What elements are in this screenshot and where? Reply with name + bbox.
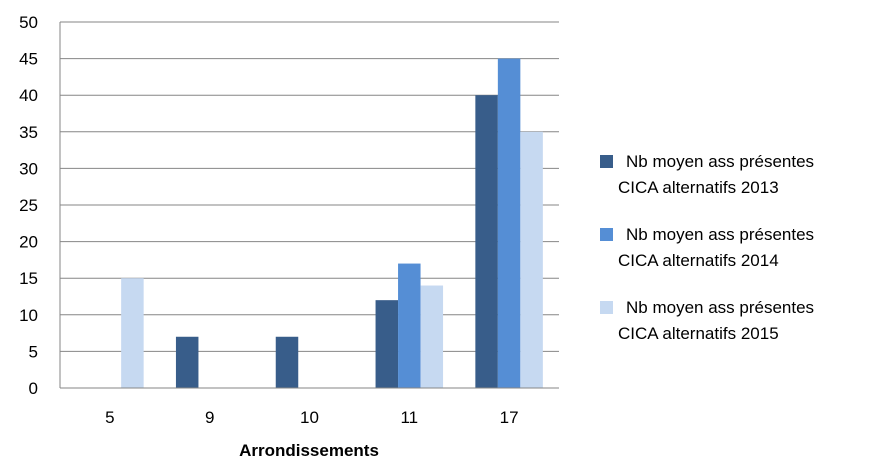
y-tick-label: 40 <box>19 86 38 105</box>
y-tick-label: 30 <box>19 159 38 178</box>
x-tick-label: 11 <box>400 408 418 427</box>
bar <box>275 336 299 388</box>
y-tick-label: 25 <box>19 196 38 215</box>
bar <box>175 336 199 388</box>
legend-label: Nb moyen ass présentes <box>626 152 814 171</box>
y-tick-label: 20 <box>19 233 38 252</box>
bar <box>420 285 444 388</box>
bar <box>121 278 144 388</box>
bar <box>375 300 399 388</box>
legend-label: CICA alternatifs 2014 <box>618 251 779 270</box>
legend-label: CICA alternatifs 2013 <box>618 178 779 197</box>
x-tick-label: 5 <box>105 408 114 427</box>
x-axis-title: Arrondissements <box>239 441 379 460</box>
y-tick-labels: 0 5 10 15 20 25 30 35 40 45 50 <box>19 13 38 398</box>
y-tick-label: 0 <box>29 379 38 398</box>
y-tick-label: 10 <box>19 306 38 325</box>
legend-swatch <box>600 228 613 241</box>
legend-label: Nb moyen ass présentes <box>626 298 814 317</box>
axes <box>59 22 559 389</box>
bars <box>121 58 543 389</box>
legend-swatch <box>600 155 613 168</box>
x-tick-label: 10 <box>300 408 319 427</box>
y-tick-label: 5 <box>29 342 38 361</box>
x-tick-labels: 5 9 10 11 17 <box>105 408 518 427</box>
x-tick-label: 17 <box>500 408 519 427</box>
y-tick-label: 35 <box>19 123 38 142</box>
legend: Nb moyen ass présentes CICA alternatifs 2… <box>600 152 814 343</box>
legend-swatch <box>600 301 613 314</box>
x-tick-label: 9 <box>205 408 214 427</box>
legend-label: Nb moyen ass présentes <box>626 225 814 244</box>
y-tick-label: 50 <box>19 13 38 32</box>
legend-label: CICA alternatifs 2015 <box>618 324 779 343</box>
bar <box>497 58 521 388</box>
bar <box>475 95 498 388</box>
bar <box>520 131 543 389</box>
y-tick-label: 15 <box>19 269 38 288</box>
bar <box>398 263 421 388</box>
y-tick-label: 45 <box>19 50 38 69</box>
